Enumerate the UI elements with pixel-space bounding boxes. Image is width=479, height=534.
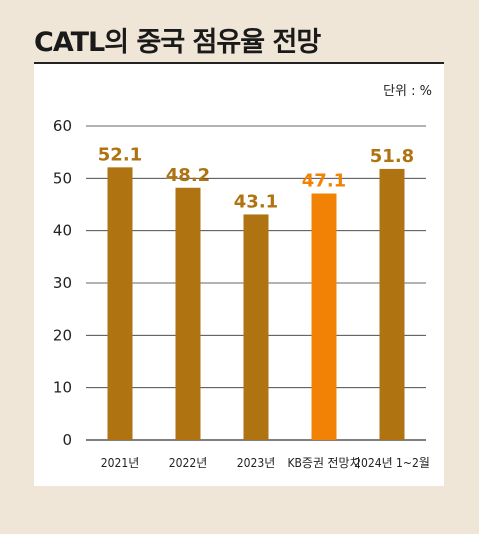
- x-tick-label: 2021년: [101, 456, 140, 470]
- value-label: 48.2: [166, 165, 210, 186]
- y-tick-label: 30: [53, 274, 72, 292]
- y-axis-ticks: 0 10 20 30 40 50 60: [53, 117, 72, 449]
- x-tick-label: 2023년: [237, 456, 276, 470]
- bar-1: [107, 167, 133, 441]
- chart-title: CATL의 중국 점유율 전망: [34, 27, 321, 58]
- bars: [107, 167, 405, 441]
- y-tick-label: 40: [53, 222, 72, 240]
- y-tick-label: 20: [53, 326, 72, 344]
- value-labels: 52.1 48.2 43.1 47.1 51.8: [98, 144, 414, 212]
- chart-panel: [34, 64, 444, 486]
- y-tick-label: 0: [62, 431, 72, 449]
- bar-5: [379, 168, 405, 440]
- bar-4: [311, 193, 337, 440]
- value-label: 43.1: [234, 191, 278, 212]
- x-tick-label: KB증권 전망치: [287, 456, 360, 470]
- bar-3: [243, 214, 269, 440]
- bar-2: [175, 187, 201, 440]
- y-tick-label: 10: [53, 379, 72, 397]
- x-tick-label: 2022년: [169, 456, 208, 470]
- y-tick-label: 50: [53, 169, 72, 187]
- title-divider: [34, 62, 444, 64]
- unit-label: 단위 : %: [383, 84, 432, 99]
- value-label: 47.1: [302, 171, 346, 192]
- x-tick-label: 2024년 1~2월: [354, 456, 430, 470]
- y-tick-label: 60: [53, 117, 72, 135]
- value-label: 51.8: [370, 146, 414, 167]
- value-label: 52.1: [98, 144, 142, 165]
